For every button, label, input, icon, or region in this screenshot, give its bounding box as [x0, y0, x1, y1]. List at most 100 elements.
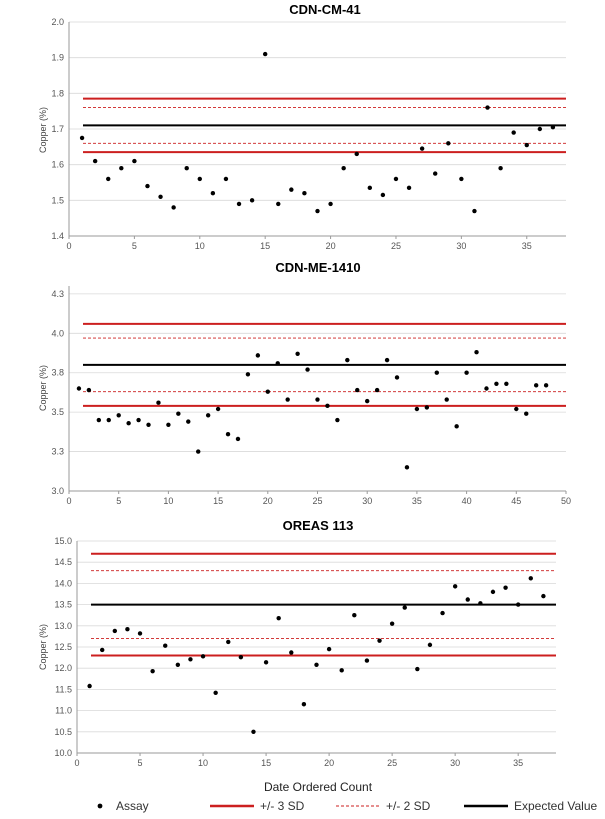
y-tick-label: 3.8: [51, 368, 64, 378]
assay-point: [176, 411, 181, 416]
assay-point: [474, 350, 479, 355]
y-tick-label: 11.5: [55, 684, 72, 694]
assay-point: [236, 201, 242, 207]
y-tick-label: 1.5: [51, 195, 64, 205]
assay-point: [394, 375, 400, 380]
assay-point: [389, 621, 395, 626]
assay-point: [213, 690, 218, 695]
legend-2sd-label: +/- 2 SD: [386, 799, 431, 813]
assay-point: [295, 351, 300, 357]
y-tick-label: 1.7: [51, 124, 64, 134]
x-tick-label: 20: [263, 496, 273, 506]
assay-point: [446, 141, 451, 146]
assay-point: [126, 420, 131, 426]
assay-point: [478, 601, 483, 606]
assay-point: [137, 631, 143, 636]
x-tick-label: 30: [362, 496, 372, 506]
assay-point: [79, 135, 85, 141]
assay-point: [355, 387, 360, 393]
assay-point: [249, 198, 255, 203]
x-tick-label: 20: [326, 241, 336, 251]
assay-point: [472, 208, 477, 214]
assay-point: [444, 397, 449, 402]
y-tick-label: 1.8: [51, 88, 64, 98]
y-tick-label: 11.0: [55, 706, 72, 716]
assay-point: [251, 729, 256, 734]
assay-point: [196, 449, 201, 454]
assay-point: [433, 171, 438, 176]
assay-point: [452, 584, 458, 589]
assay-point: [415, 666, 420, 672]
assay-point: [119, 166, 124, 171]
assay-point: [419, 146, 425, 151]
assay-point: [454, 424, 459, 429]
assay-point: [200, 654, 206, 659]
assay-point: [235, 436, 241, 442]
y-tick-label: 2.0: [51, 17, 64, 27]
assay-point: [245, 372, 251, 377]
x-tick-label: 25: [312, 496, 322, 506]
y-tick-label: 3.5: [51, 407, 64, 417]
x-tick-label: 20: [324, 758, 334, 768]
assay-point: [326, 646, 332, 652]
assay-point: [464, 370, 469, 375]
assay-point: [289, 650, 294, 655]
assay-point: [226, 639, 231, 645]
x-tick-label: 35: [513, 758, 523, 768]
assay-point: [163, 643, 168, 648]
assay-point: [503, 585, 508, 590]
assay-point: [314, 662, 319, 668]
assay-point: [339, 668, 344, 673]
assay-point: [354, 151, 359, 157]
y-tick-label: 4.3: [51, 289, 64, 299]
x-tick-label: 30: [450, 758, 460, 768]
chart-title: CDN-ME-1410: [275, 260, 360, 275]
assay-point: [116, 413, 121, 418]
assay-point: [302, 191, 307, 196]
assay-point: [265, 389, 270, 394]
x-tick-label: 0: [66, 496, 71, 506]
assay-point: [533, 383, 539, 388]
assay-point: [434, 370, 439, 375]
assay-point: [427, 642, 433, 648]
y-tick-label: 10.0: [54, 748, 72, 758]
assay-point: [132, 158, 137, 164]
assay-point: [498, 166, 503, 171]
assay-point: [210, 191, 216, 196]
assay-point: [205, 413, 211, 418]
y-tick-label: 1.9: [51, 53, 64, 63]
assay-point: [158, 194, 163, 199]
chart-cdn-me-1410: CDN-ME-1410 Copper (%) 3.0 3.3 3.5 3.8 4.0 4.…: [38, 260, 571, 506]
assay-point: [515, 602, 521, 607]
y-tick-label: 1.6: [51, 160, 64, 170]
x-tick-label: 25: [391, 241, 401, 251]
y-tick-label: 14.0: [54, 578, 72, 588]
x-tick-label: 5: [116, 496, 121, 506]
x-tick-label: 35: [412, 496, 422, 506]
assay-point: [335, 417, 340, 423]
assay-point: [380, 192, 386, 198]
x-tick-label: 25: [387, 758, 397, 768]
assay-point: [184, 166, 189, 171]
x-tick-label: 30: [456, 241, 466, 251]
assay-point: [301, 702, 307, 707]
assay-point: [289, 187, 294, 192]
assay-point: [414, 406, 420, 412]
assay-point: [490, 589, 496, 595]
assay-point: [86, 387, 92, 393]
assay-point: [550, 125, 556, 130]
chart-title: OREAS 113: [283, 518, 354, 533]
assay-point: [96, 417, 102, 423]
x-tick-label: 45: [511, 496, 521, 506]
y-tick-label: 15.0: [54, 536, 72, 546]
legend-expected-label: Expected Value: [514, 799, 597, 813]
assay-point: [537, 126, 543, 132]
assay-point: [404, 465, 410, 470]
x-tick-label: 40: [462, 496, 472, 506]
assay-point: [485, 105, 490, 110]
assay-point: [223, 176, 229, 182]
y-tick-label: 3.3: [51, 447, 64, 457]
assay-point: [365, 398, 370, 404]
assay-point: [541, 593, 546, 599]
y-tick-label: 4.0: [51, 328, 64, 338]
